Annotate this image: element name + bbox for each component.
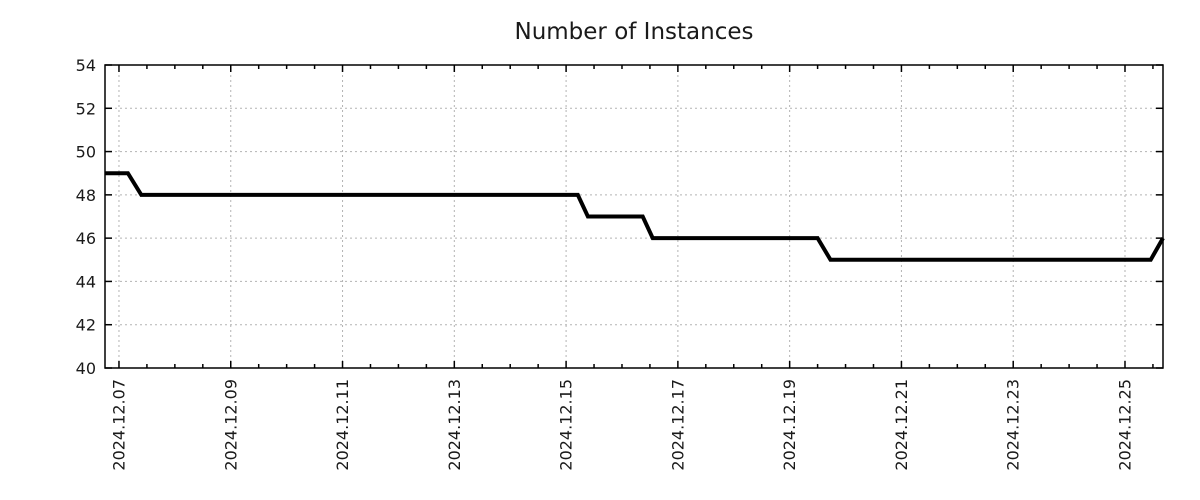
series-line-instances: [105, 171, 1165, 262]
chart-series-layer: [105, 171, 1165, 262]
x-tick-label: 2024.12.19: [780, 379, 799, 471]
plot-border: [104, 64, 1164, 369]
x-tick-label: 2024.12.11: [333, 379, 352, 471]
y-tick-label: 50: [76, 143, 96, 162]
x-tick-label: 2024.12.21: [892, 379, 911, 471]
x-tick-label: 2024.12.25: [1115, 379, 1134, 471]
x-tick-label: 2024.12.09: [221, 379, 240, 471]
x-tick-label: 2024.12.17: [668, 379, 687, 471]
y-tick-label: 46: [76, 229, 96, 248]
y-tick-label: 42: [76, 316, 96, 335]
y-tick-label: 54: [76, 56, 96, 75]
y-tick-label: 44: [76, 272, 96, 291]
x-tick-label: 2024.12.15: [557, 379, 576, 471]
x-tick-label: 2024.12.23: [1004, 379, 1023, 471]
y-tick-label: 40: [76, 359, 96, 378]
y-tick-label: 48: [76, 186, 96, 205]
chart-axis-layer: 2024.12.07 2024.12.09 2024.12.11 2024.12.13…: [76, 56, 1164, 471]
y-tick-label: 52: [76, 99, 96, 118]
chart-title: Number of Instances: [515, 19, 754, 45]
x-tick-label: 2024.12.13: [445, 379, 464, 471]
x-tick-label: 2024.12.07: [109, 379, 128, 471]
